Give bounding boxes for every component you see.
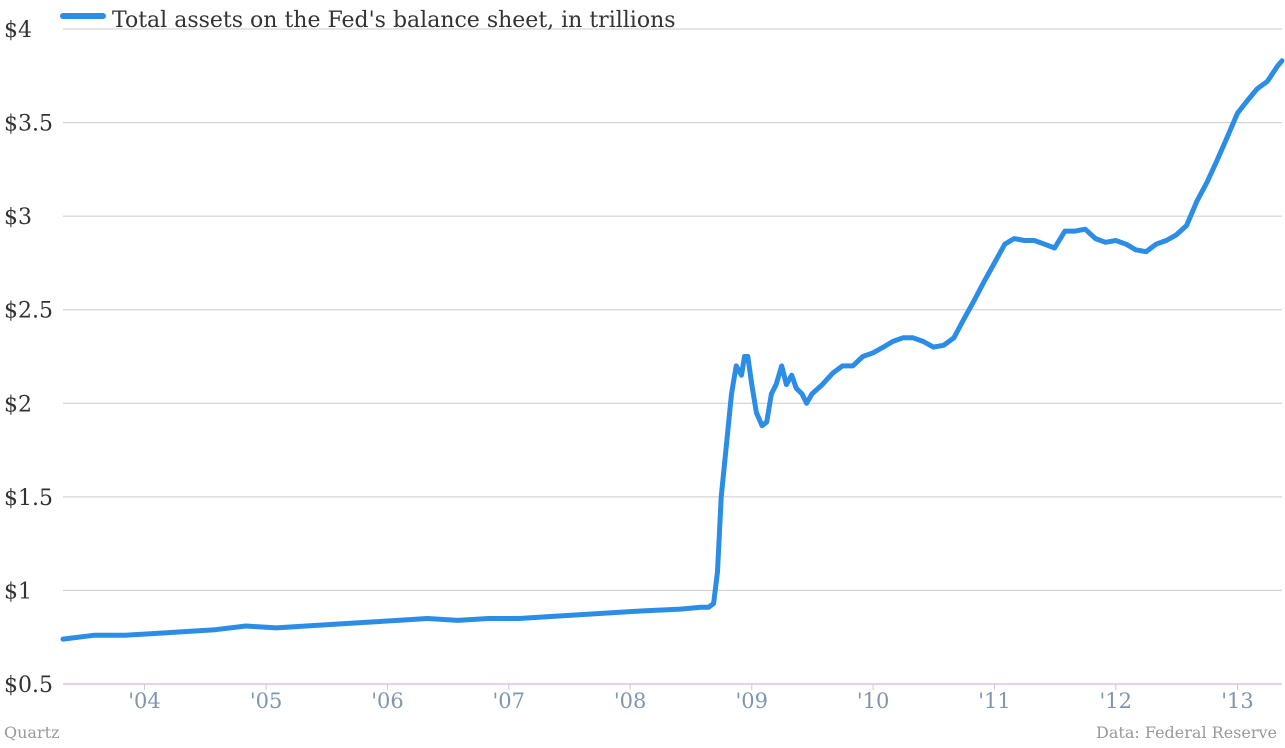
y-tick-label: $3 xyxy=(4,205,32,230)
x-tick-label: '07 xyxy=(493,689,526,713)
y-tick-label: $3.5 xyxy=(4,112,53,137)
y-tick-label: $2.5 xyxy=(4,299,53,324)
gridlines xyxy=(63,28,1282,690)
x-tick-label: '09 xyxy=(736,689,769,713)
series-group xyxy=(60,58,1285,642)
y-tick-label: $4 xyxy=(4,18,32,43)
x-tick-label: '10 xyxy=(857,689,890,713)
x-tick-label: '06 xyxy=(371,689,404,713)
x-tick-label: '05 xyxy=(250,689,283,713)
footer-source: Data: Federal Reserve xyxy=(1096,723,1277,742)
x-tick-label: '08 xyxy=(614,689,647,713)
footer-credit: Quartz xyxy=(4,723,59,742)
x-tick-label: '13 xyxy=(1221,689,1254,713)
x-tick-label: '11 xyxy=(978,689,1011,713)
y-tick-label: $1 xyxy=(4,579,32,604)
legend: Total assets on the Fed's balance sheet,… xyxy=(60,8,676,33)
x-tick-label: '04 xyxy=(128,689,161,713)
y-tick-label: $0.5 xyxy=(4,673,53,698)
x-axis-ticks: '04 '05 '06 '07 '08 '09 '10 '11 '12 '13 xyxy=(128,689,1254,713)
y-tick-label: $2 xyxy=(4,392,32,417)
series-line xyxy=(60,58,1285,642)
y-axis-ticks: $0.5 $1 $1.5 $2 $2.5 $3 $3.5 $4 xyxy=(4,18,53,698)
legend-label: Total assets on the Fed's balance sheet,… xyxy=(112,8,676,33)
y-tick-label: $1.5 xyxy=(4,486,53,511)
x-tick-label: '12 xyxy=(1100,689,1133,713)
